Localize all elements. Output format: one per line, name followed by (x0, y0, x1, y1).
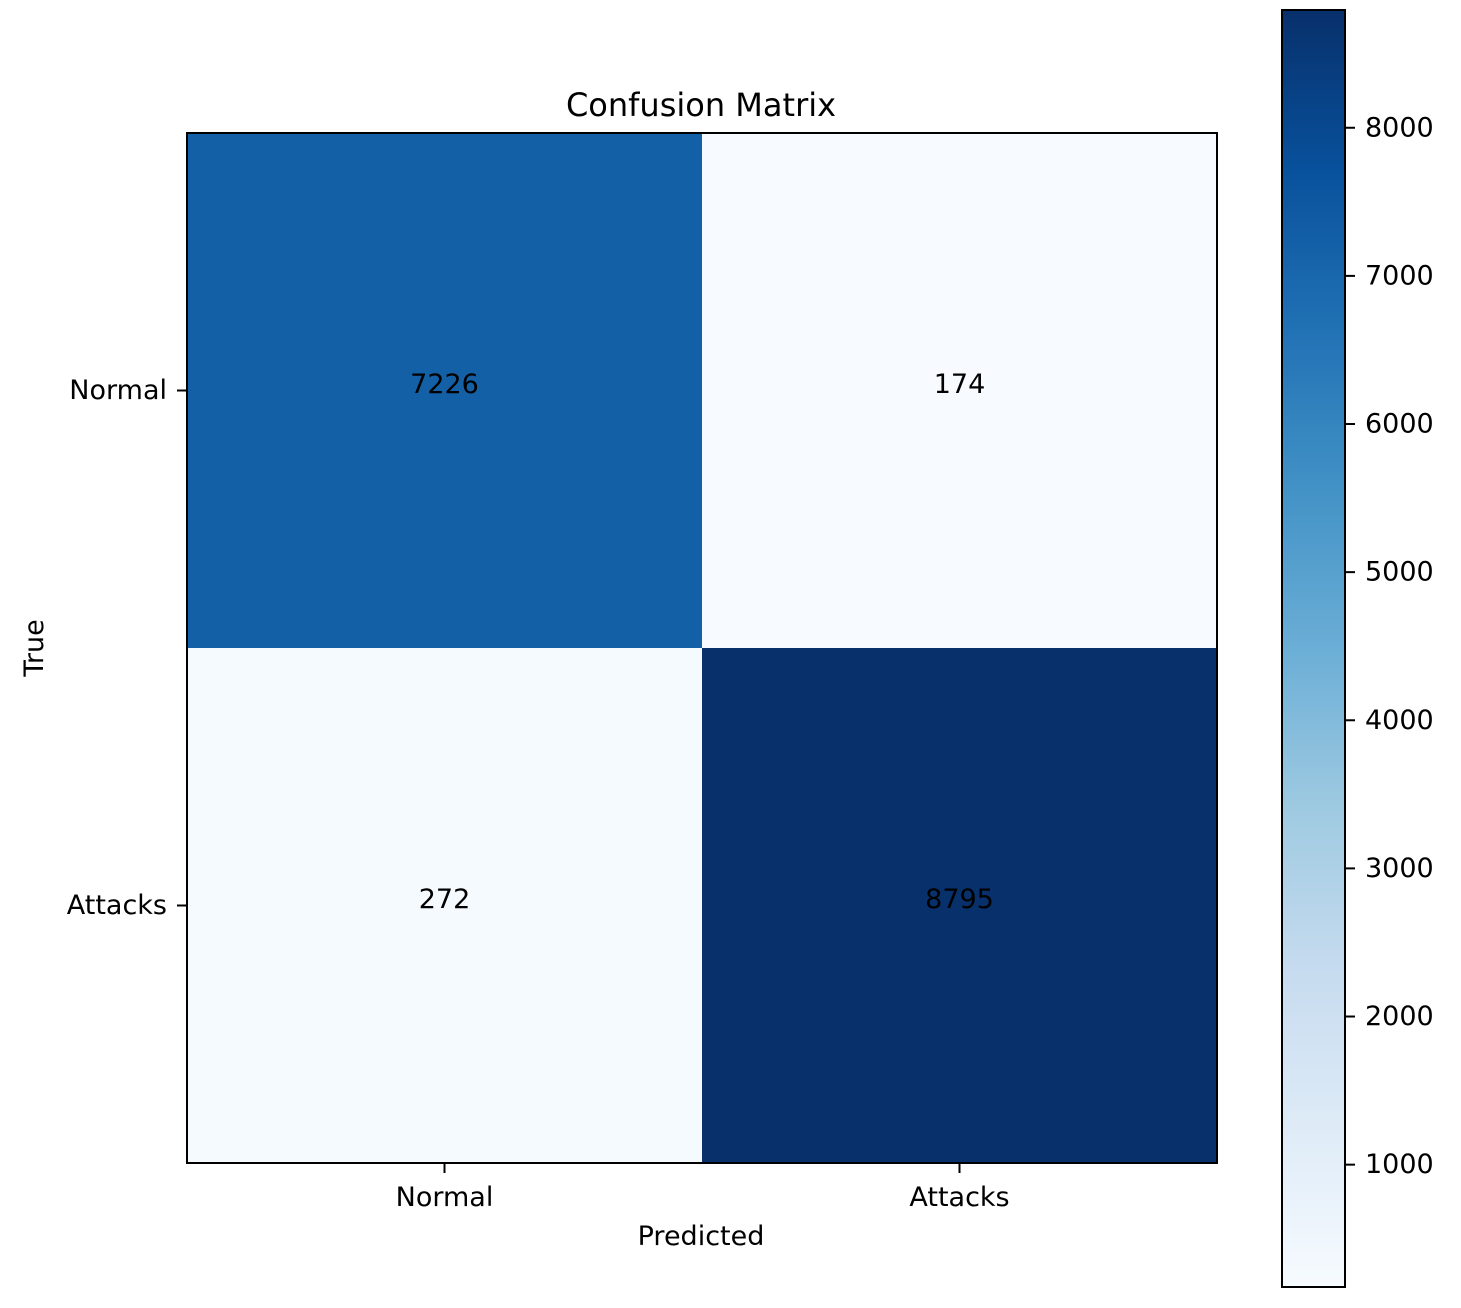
chart-title: Confusion Matrix (566, 86, 836, 124)
colorbar-tick-label: 5000 (1365, 557, 1434, 588)
plot-frame (186, 132, 1218, 1164)
cell-value-label: 8795 (925, 884, 994, 915)
heatmap-cell-labels: 7226 174 272 8795 (410, 369, 994, 915)
colorbar-tick-label: 1000 (1365, 1149, 1434, 1180)
heatmap-cell (187, 648, 703, 1164)
cell-value-label: 174 (934, 369, 986, 400)
heatmap-cell (702, 648, 1218, 1164)
x-axis-ticks: Normal Attacks (396, 1163, 1010, 1213)
colorbar (1281, 9, 1346, 1288)
colorbar-tick-label: 6000 (1365, 409, 1434, 440)
x-tick-label: Normal (396, 1182, 494, 1213)
y-tick-label: Attacks (67, 890, 167, 921)
heatmap-cell (187, 133, 703, 649)
heatmap-cells (187, 133, 1218, 1164)
heatmap-cell (702, 133, 1218, 649)
colorbar-ticks: 1000 2000 3000 4000 5000 6000 7000 8000 (1345, 112, 1434, 1180)
colorbar-tick-label: 2000 (1365, 1001, 1434, 1032)
x-tick-label: Attacks (909, 1182, 1009, 1213)
y-tick-label: Normal (69, 375, 167, 406)
cell-value-label: 7226 (410, 369, 479, 400)
colorbar-tick-label: 3000 (1365, 853, 1434, 884)
y-axis-label: True (19, 619, 50, 677)
colorbar-tick-label: 8000 (1365, 112, 1434, 143)
cell-value-label: 272 (419, 884, 471, 915)
colorbar-tick-label: 4000 (1365, 705, 1434, 736)
y-axis-ticks: Normal Attacks (67, 375, 187, 921)
colorbar-tick-label: 7000 (1365, 260, 1434, 291)
x-axis-label: Predicted (638, 1221, 765, 1252)
